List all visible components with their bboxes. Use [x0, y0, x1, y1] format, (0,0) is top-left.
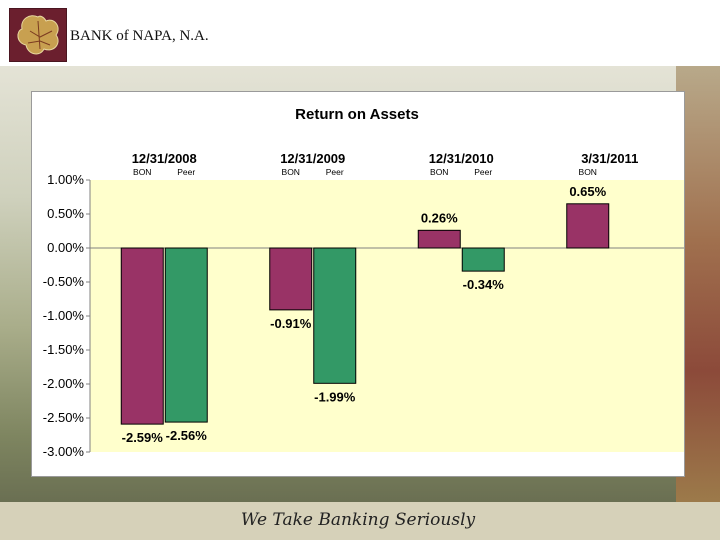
y-tick-label: 0.50% [47, 206, 84, 221]
bar-peer [164, 247, 208, 423]
grape-leaf-logo [9, 8, 67, 62]
chart-title: Return on Assets [295, 106, 419, 123]
y-tick-label: -2.50% [43, 410, 85, 425]
bar-bon [269, 247, 313, 311]
y-tick-label: -2.00% [43, 376, 85, 391]
y-tick-label: -1.00% [43, 308, 85, 323]
bar-peer [313, 247, 357, 384]
y-tick-label: -1.50% [43, 342, 85, 357]
bar-bon [566, 203, 610, 249]
y-tick-label: 1.00% [47, 172, 84, 187]
bar-bon [417, 229, 461, 249]
y-tick-label: -3.00% [43, 444, 85, 459]
y-tick-label: 0.00% [47, 240, 84, 255]
series-name-label: Peer [177, 167, 195, 177]
data-label: -1.99% [314, 389, 356, 404]
tagline: We Take Banking Seriously [240, 510, 476, 530]
data-label: -0.91% [270, 316, 312, 331]
bar-peer [461, 247, 505, 272]
y-axis: 1.00% 0.50% 0.00% -0.50% -1.00% -1.50% -2.00% -… [43, 172, 684, 459]
y-tick-label: -0.50% [43, 274, 85, 289]
data-label: 0.65% [569, 184, 606, 199]
data-label: -2.59% [122, 430, 164, 445]
bank-name: BANK of NAPA, N.A. [70, 28, 209, 44]
series-name-label: BON [133, 167, 151, 177]
footer-bar [0, 502, 720, 540]
category-label: 3/31/2011 [581, 151, 638, 166]
bar-bon [120, 247, 164, 425]
series-name-label: Peer [474, 167, 492, 177]
data-label: -0.34% [463, 277, 505, 292]
series-name-label: Peer [326, 167, 344, 177]
series-name-label: BON [430, 167, 448, 177]
data-label: 0.26% [421, 210, 458, 225]
header-bar: BANK of NAPA, N.A. [0, 0, 720, 66]
series-name-label: BON [579, 167, 597, 177]
category-label: 12/31/2008 [132, 151, 197, 166]
category-label: 12/31/2009 [280, 151, 345, 166]
data-label: -2.56% [166, 428, 208, 443]
data-labels: -2.59% -2.56% -0.91% -1.99% 0.26% -0.34% 0.65% [122, 184, 607, 445]
series-name-label: BON [282, 167, 300, 177]
bar-series [120, 203, 610, 425]
category-label: 12/31/2010 [429, 151, 494, 166]
